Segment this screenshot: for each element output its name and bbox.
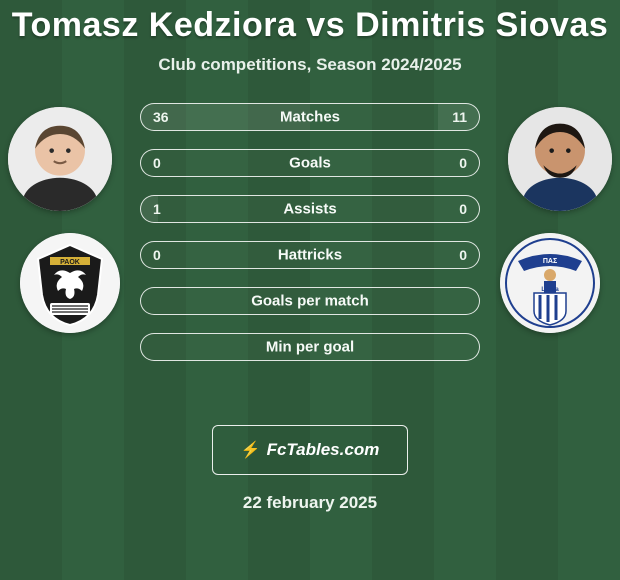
player-right-avatar-svg <box>508 107 612 211</box>
comparison-arena: PAOK ΠΑΣ Lamia 36Matches110G <box>0 103 620 403</box>
stat-right-value: 0 <box>459 201 467 217</box>
stat-row: Goals per match <box>140 287 480 315</box>
stat-label: Matches <box>141 109 479 126</box>
player-right-avatar <box>508 107 612 211</box>
brand-text: FcTables.com <box>267 440 380 460</box>
brand-icon: ⚡ <box>241 440 261 460</box>
club-right-banner: ΠΑΣ <box>543 258 557 265</box>
club-left-badge: PAOK <box>20 233 120 333</box>
stat-label: Assists <box>141 201 479 218</box>
stat-row: 1Assists0 <box>140 195 480 223</box>
subtitle: Club competitions, Season 2024/2025 <box>0 55 620 75</box>
stat-right-value: 0 <box>459 155 467 171</box>
player-left-avatar-svg <box>8 107 112 211</box>
stat-label: Hattricks <box>141 247 479 264</box>
stat-label: Goals per match <box>141 293 479 310</box>
snapshot-date: 22 february 2025 <box>0 493 620 513</box>
brand-badge[interactable]: ⚡ FcTables.com <box>212 425 408 475</box>
player-left-avatar <box>8 107 112 211</box>
club-left-badge-svg: PAOK <box>20 233 120 333</box>
club-left-name: PAOK <box>60 259 80 266</box>
stat-row: 0Hattricks0 <box>140 241 480 269</box>
stat-row: 36Matches11 <box>140 103 480 131</box>
stat-row: 0Goals0 <box>140 149 480 177</box>
club-right-name: Lamia <box>541 287 559 293</box>
club-right-badge: ΠΑΣ Lamia <box>500 233 600 333</box>
stat-label: Goals <box>141 155 479 172</box>
stat-bars: 36Matches110Goals01Assists00Hattricks0Go… <box>140 103 480 361</box>
stat-label: Min per goal <box>141 339 479 356</box>
stat-row: Min per goal <box>140 333 480 361</box>
stat-right-value: 11 <box>452 109 467 125</box>
page-title: Tomasz Kedziora vs Dimitris Siovas <box>0 0 620 45</box>
stat-right-value: 0 <box>459 247 467 263</box>
club-right-badge-svg: ΠΑΣ Lamia <box>500 233 600 333</box>
